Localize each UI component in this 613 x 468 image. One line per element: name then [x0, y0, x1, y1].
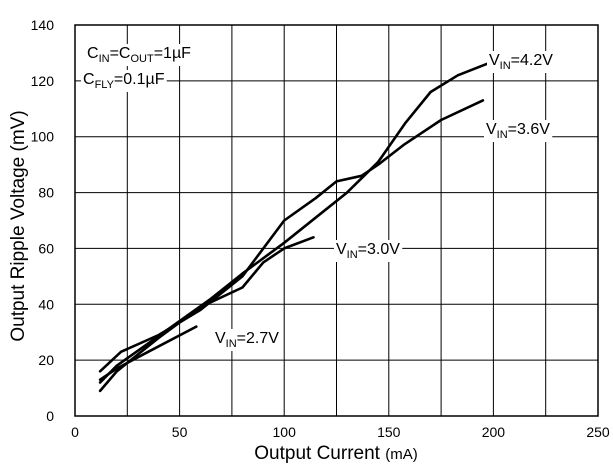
tick-labels: 0 50 100 150 200 250 0 20 40 60 80 100 120 140 — [31, 17, 610, 440]
x-tick-label: 50 — [172, 424, 188, 440]
condition-label-1: CIN=COUT=1µF — [87, 45, 191, 65]
y-tick-label: 20 — [38, 352, 54, 368]
x-tick-label: 200 — [482, 424, 506, 440]
y-tick-label: 140 — [31, 17, 55, 33]
y-tick-label: 0 — [46, 408, 54, 424]
series-line-1 — [98, 59, 495, 384]
series-label-4-bg — [213, 329, 282, 351]
x-tick-label: 250 — [586, 424, 610, 440]
condition-label-2-bg — [81, 70, 167, 92]
series-label-3-bg — [334, 240, 403, 262]
x-tick-label: 0 — [71, 424, 79, 440]
series-label-2-bg — [484, 120, 553, 142]
condition-label-2: CFLY=0.1µF — [83, 71, 165, 91]
chart-axes: Output Current (mA) Output Ripple Voltag… — [8, 110, 418, 464]
x-axis-title: Output Current (mA) — [254, 443, 417, 464]
chart-annotations: CIN=COUT=1µF CFLY=0.1µF VIN=4.2V VIN=3.6V VI… — [81, 44, 556, 351]
x-tick-label: 150 — [377, 424, 401, 440]
chart-series-group — [98, 59, 495, 393]
y-tick-label: 100 — [31, 129, 55, 145]
y-tick-label: 40 — [38, 296, 54, 312]
y-axis-title: Output Ripple Voltage (mV) — [8, 110, 29, 341]
series-label-1-bg — [487, 51, 556, 73]
series-label-4: VIN=2.7V — [215, 330, 279, 350]
series-label-3: VIN=3.0V — [336, 241, 400, 261]
series-label-2: VIN=3.6V — [486, 121, 550, 141]
y-tick-label: 60 — [38, 240, 54, 256]
series-line-4 — [98, 325, 198, 382]
y-tick-label: 80 — [38, 185, 54, 201]
series-line-3 — [98, 236, 315, 393]
series-label-1: VIN=4.2V — [489, 52, 553, 72]
plot-frame — [74, 24, 599, 417]
x-tick-label: 100 — [273, 424, 297, 440]
y-tick-label: 120 — [31, 73, 55, 89]
chart-grid — [74, 24, 599, 417]
series-line-2 — [98, 99, 485, 373]
condition-label-1-bg — [85, 44, 194, 66]
